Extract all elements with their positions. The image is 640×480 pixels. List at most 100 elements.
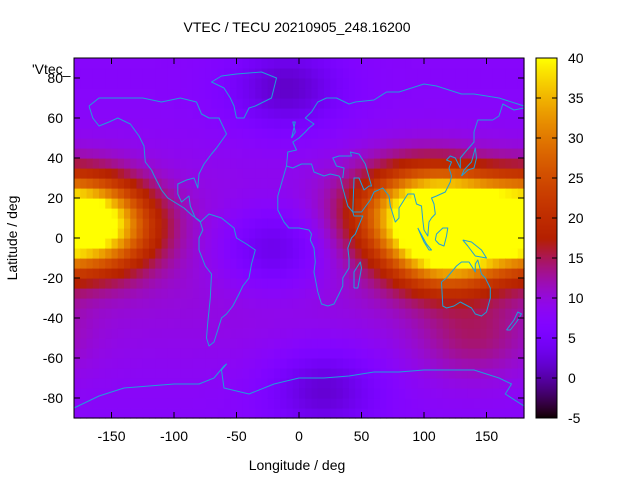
heatmap-cell xyxy=(330,408,338,419)
heatmap-cell xyxy=(317,398,325,409)
heatmap-cell xyxy=(392,398,400,409)
heatmap-cell xyxy=(449,68,456,79)
heatmap-cell xyxy=(317,348,325,359)
heatmap-cell xyxy=(311,238,319,249)
heatmap-cell xyxy=(174,118,181,129)
heatmap-cell xyxy=(261,338,269,349)
heatmap-cell xyxy=(342,208,350,219)
heatmap-cell xyxy=(355,128,363,139)
heatmap-cell xyxy=(142,218,150,229)
heatmap-cell xyxy=(136,138,144,149)
heatmap-cell xyxy=(80,338,88,349)
heatmap-cell xyxy=(455,98,463,109)
heatmap-cell xyxy=(336,368,344,379)
colorbar-swatch xyxy=(536,152,557,155)
heatmap-cell xyxy=(211,138,219,149)
heatmap-cell xyxy=(117,248,125,259)
heatmap-cell xyxy=(455,58,463,69)
heatmap-cell xyxy=(305,308,313,319)
colorbar-swatch xyxy=(536,84,557,87)
heatmap-cell xyxy=(186,388,194,399)
heatmap-cell xyxy=(411,78,419,89)
colorbar-swatch xyxy=(536,406,557,409)
heatmap-cell xyxy=(517,168,525,179)
heatmap-cell xyxy=(249,158,256,169)
colorbar-swatch xyxy=(536,184,557,187)
heatmap-cell xyxy=(149,258,156,269)
heatmap-cell xyxy=(342,88,350,99)
heatmap-cell xyxy=(330,258,338,269)
heatmap-cell xyxy=(267,288,275,299)
heatmap-cell xyxy=(324,168,331,179)
heatmap-cell xyxy=(349,298,356,309)
heatmap-cell xyxy=(399,378,406,389)
heatmap-cell xyxy=(311,308,319,319)
heatmap-cell xyxy=(311,278,319,289)
heatmap-cell xyxy=(511,258,519,269)
heatmap-cell xyxy=(74,218,81,229)
heatmap-cell xyxy=(330,98,338,109)
heatmap-cell xyxy=(111,128,119,139)
heatmap-cell xyxy=(242,118,250,129)
colorbar-swatch xyxy=(536,408,557,411)
heatmap-cell xyxy=(367,398,375,409)
heatmap-cell xyxy=(405,268,413,279)
heatmap-cell xyxy=(399,58,406,69)
heatmap-cell xyxy=(286,238,294,249)
heatmap-cell xyxy=(161,128,169,139)
heatmap-cell xyxy=(374,268,381,279)
heatmap-cell xyxy=(505,278,513,289)
colorbar-swatch xyxy=(536,206,557,209)
colorbar-swatch xyxy=(536,380,557,383)
heatmap-cell xyxy=(155,208,163,219)
heatmap-cell xyxy=(161,298,169,309)
heatmap-cell xyxy=(286,248,294,259)
heatmap-cell xyxy=(492,378,500,389)
heatmap-cell xyxy=(161,258,169,269)
coastline xyxy=(73,363,525,409)
colorbar-swatch xyxy=(536,324,557,327)
heatmap-cell xyxy=(142,308,150,319)
heatmap-cell xyxy=(442,248,450,259)
colorbar-swatch xyxy=(536,272,557,275)
heatmap-cell xyxy=(505,178,513,189)
heatmap-cell xyxy=(199,368,206,379)
colorbar-swatch xyxy=(536,268,557,271)
heatmap-cell xyxy=(399,308,406,319)
heatmap-cell xyxy=(86,198,94,209)
heatmap-cell xyxy=(324,238,331,249)
coastline xyxy=(88,97,227,223)
heatmap-cell xyxy=(174,358,181,369)
heatmap-cell xyxy=(480,128,488,139)
heatmap-cell xyxy=(149,128,156,139)
heatmap-cell xyxy=(399,108,406,119)
heatmap-cell xyxy=(436,128,444,139)
heatmap-cell xyxy=(261,268,269,279)
heatmap-cell xyxy=(417,238,425,249)
heatmap-cell xyxy=(474,68,481,79)
heatmap-cell xyxy=(517,108,525,119)
heatmap-cell xyxy=(167,358,175,369)
heatmap-cell xyxy=(149,368,156,379)
heatmap-cell xyxy=(199,328,206,339)
heatmap-cell xyxy=(192,118,200,129)
heatmap-cell xyxy=(299,408,306,419)
colorbar-tick-label: 40 xyxy=(568,50,584,66)
heatmap-cell xyxy=(292,178,300,189)
heatmap-cell xyxy=(336,248,344,259)
colorbar-swatch xyxy=(536,368,557,371)
heatmap-cell xyxy=(405,148,413,159)
colorbar-swatch xyxy=(536,232,557,235)
heatmap-cell xyxy=(142,118,150,129)
heatmap-cell xyxy=(386,58,394,69)
heatmap-cell xyxy=(174,308,181,319)
heatmap-cell xyxy=(330,128,338,139)
heatmap-cell xyxy=(180,228,188,239)
heatmap-cell xyxy=(249,368,256,379)
heatmap-cell xyxy=(186,238,194,249)
heatmap-cell xyxy=(405,208,413,219)
heatmap-cell xyxy=(124,128,131,139)
heatmap-cell xyxy=(392,308,400,319)
heatmap-cell xyxy=(242,178,250,189)
x-axis: -150 -100 -50 0 50 100 150 xyxy=(97,58,498,444)
